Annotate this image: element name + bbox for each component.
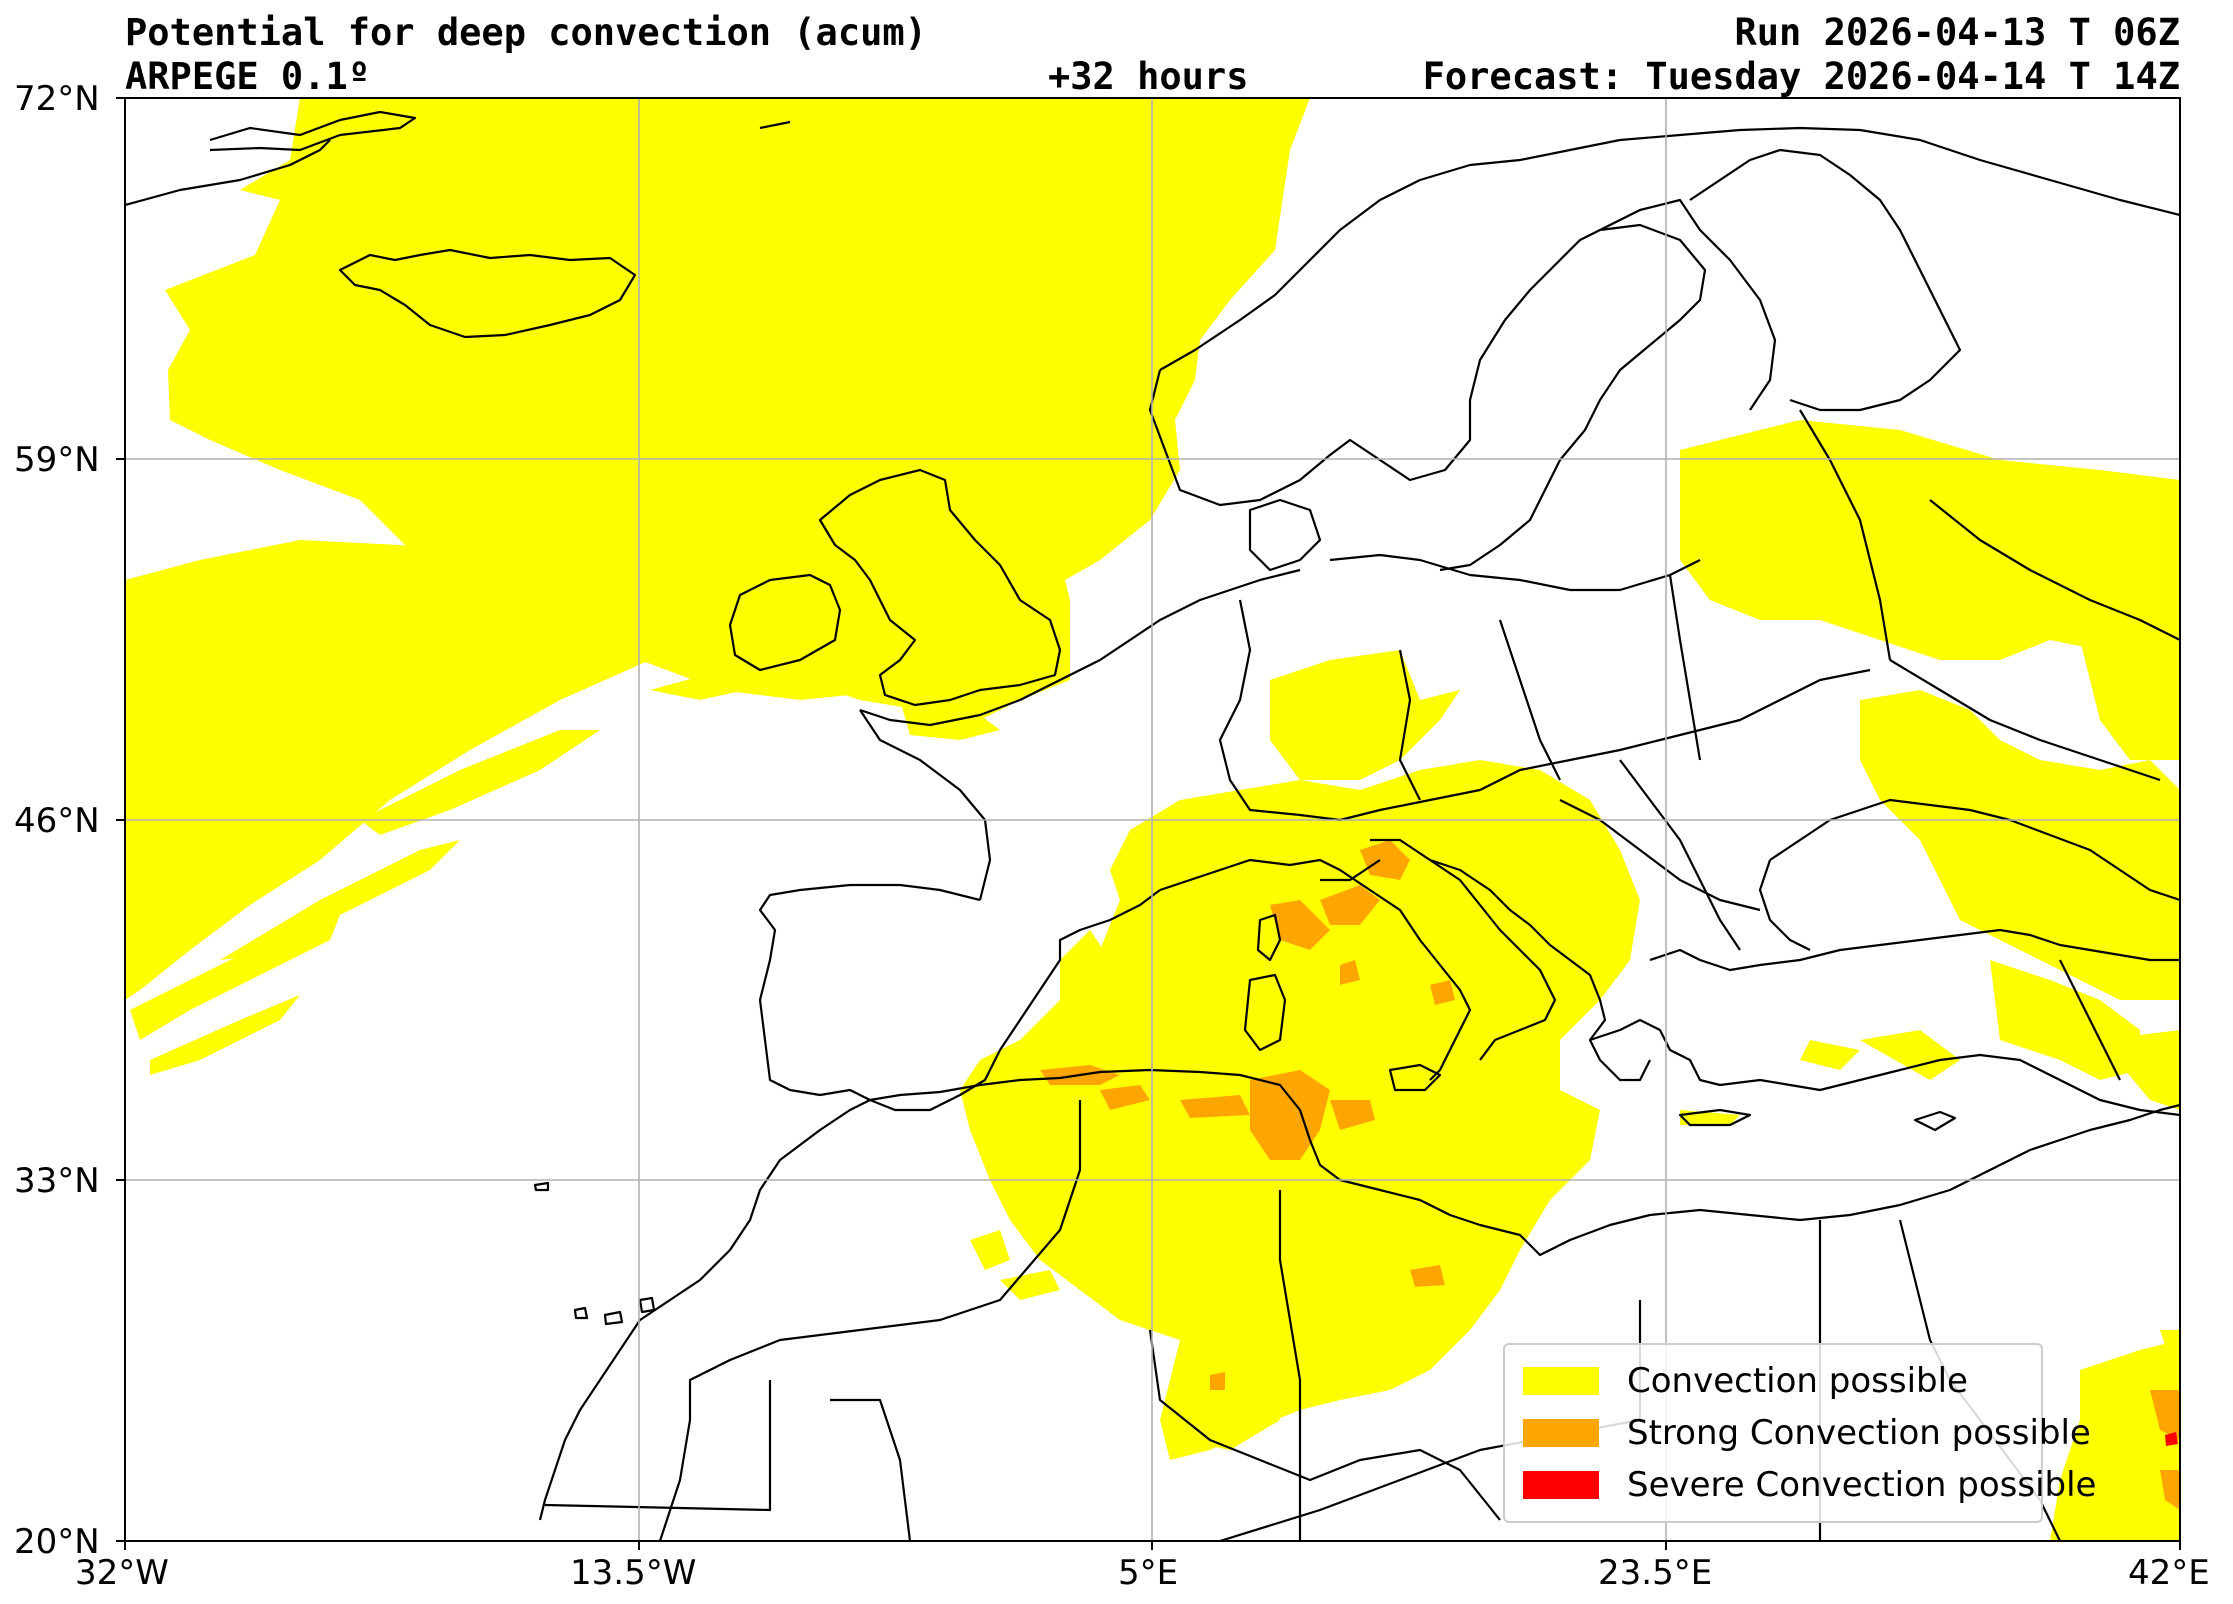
x-tick-label: 5°E	[1118, 1553, 1179, 1593]
legend-item: Convection possible	[1523, 1359, 1968, 1403]
legend-item: Severe Convection possible	[1523, 1463, 2096, 1507]
legend-swatch-convection	[1523, 1367, 1599, 1395]
legend-label: Convection possible	[1627, 1361, 1968, 1401]
x-tick-label: 42°E	[2128, 1553, 2210, 1593]
y-tick-label: 72°N	[14, 79, 100, 119]
legend-label: Strong Convection possible	[1627, 1413, 2091, 1453]
tick-marks	[116, 97, 2181, 1550]
y-tick-label: 20°N	[14, 1522, 100, 1562]
lead-time-label: +32 hours	[1048, 55, 1249, 98]
graticule	[125, 98, 2180, 1541]
legend-label: Severe Convection possible	[1627, 1465, 2097, 1505]
x-tick-label: 23.5°E	[1598, 1553, 1713, 1593]
y-tick-label: 33°N	[14, 1161, 100, 1201]
x-tick-label: 13.5°W	[570, 1553, 697, 1593]
legend-item: Strong Convection possible	[1523, 1411, 2091, 1455]
run-label: Run 2026-04-13 T 06Z	[1734, 11, 2180, 54]
map-title: Potential for deep convection (acum)	[125, 11, 927, 54]
legend: Convection possible Strong Convection po…	[1503, 1343, 2096, 1523]
legend-swatch-severe	[1523, 1471, 1599, 1499]
convection-possible-areas	[125, 98, 2180, 1541]
model-label: ARPEGE 0.1º	[125, 55, 371, 98]
x-tick-label: 32°W	[75, 1553, 169, 1593]
y-tick-label: 46°N	[14, 801, 100, 841]
severe-convection-areas	[2165, 1432, 2178, 1446]
forecast-label: Forecast: Tuesday 2026-04-14 T 14Z	[1422, 55, 2180, 98]
legend-swatch-strong	[1523, 1419, 1599, 1447]
y-tick-label: 59°N	[14, 440, 100, 480]
